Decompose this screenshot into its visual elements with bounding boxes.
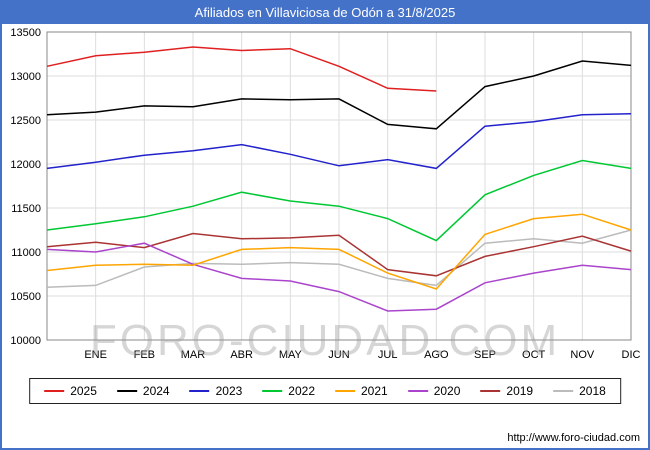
x-tick-label: SEP xyxy=(474,349,496,359)
series-line-2024 xyxy=(46,60,632,130)
series-line-2020 xyxy=(46,242,632,312)
legend-label-2025: 2025 xyxy=(70,384,97,398)
legend: 2025 2024 2023 2022 2021 2020 2019 2018 xyxy=(29,378,621,404)
y-tick-label: 10000 xyxy=(10,335,41,347)
legend-item-2020: 2020 xyxy=(407,384,461,398)
x-tick-label: MAY xyxy=(279,349,303,359)
legend-swatch-2018 xyxy=(553,390,574,392)
legend-item-2023: 2023 xyxy=(189,384,243,398)
x-tick-label: AGO xyxy=(424,349,449,359)
legend-swatch-2019 xyxy=(480,390,501,392)
x-tick-label: ENE xyxy=(84,349,107,359)
plot-border xyxy=(46,31,632,341)
legend-label-2023: 2023 xyxy=(215,384,243,398)
series-line-2021 xyxy=(46,213,632,290)
legend-label-2018: 2018 xyxy=(579,384,606,398)
legend-label-2019: 2019 xyxy=(506,384,534,398)
legend-label-2024: 2024 xyxy=(142,384,170,398)
legend-swatch-2025 xyxy=(44,390,65,392)
legend-label-2020: 2020 xyxy=(433,384,461,398)
x-tick-label: JUN xyxy=(328,349,349,359)
legend-label-2021: 2021 xyxy=(361,384,388,398)
x-tick-label: MAR xyxy=(181,349,206,359)
x-tick-label: FEB xyxy=(134,349,155,359)
y-tick-label: 12500 xyxy=(10,115,41,127)
legend-item-2024: 2024 xyxy=(116,384,170,398)
series-line-2019 xyxy=(46,232,632,277)
x-tick-label: JUL xyxy=(378,349,398,359)
legend-swatch-2022 xyxy=(262,390,283,392)
legend-swatch-2020 xyxy=(407,390,428,392)
legend-item-2018: 2018 xyxy=(553,384,606,398)
page-title: Afiliados en Villaviciosa de Odón a 31/8… xyxy=(2,2,648,24)
y-tick-label: 12000 xyxy=(10,159,41,171)
y-tick-label: 10500 xyxy=(10,291,41,303)
legend-item-2025: 2025 xyxy=(44,384,97,398)
y-tick-label: 11500 xyxy=(11,203,41,215)
legend-swatch-2024 xyxy=(116,390,137,392)
x-tick-label: DIC xyxy=(622,349,641,359)
footer-link[interactable]: http://www.foro-ciudad.com xyxy=(507,432,640,444)
y-tick-label: 13500 xyxy=(10,27,41,39)
x-tick-label: OCT xyxy=(522,349,546,359)
line-chart: 13500 13000 12500 12000 11500 11000 10500 10000… xyxy=(10,27,641,359)
legend-item-2019: 2019 xyxy=(480,384,533,398)
series-line-2025 xyxy=(46,46,437,92)
legend-label-2022: 2022 xyxy=(288,384,315,398)
series-line-2018 xyxy=(46,229,632,288)
y-tick-label: 11000 xyxy=(11,247,41,259)
legend-swatch-2021 xyxy=(335,390,355,392)
legend-item-2021: 2021 xyxy=(335,384,388,398)
legend-item-2022: 2022 xyxy=(262,384,315,398)
series-line-2022 xyxy=(46,159,632,242)
legend-swatch-2023 xyxy=(189,390,210,392)
series-line-2023 xyxy=(46,113,632,170)
x-tick-label: ABR xyxy=(230,349,253,359)
y-tick-label: 13000 xyxy=(10,71,41,83)
x-tick-label: NOV xyxy=(570,349,595,359)
